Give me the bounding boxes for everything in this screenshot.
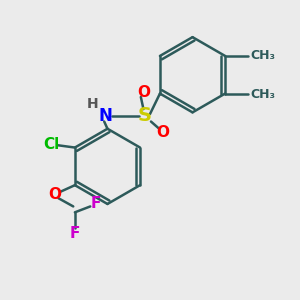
Text: F: F xyxy=(70,226,80,241)
Text: O: O xyxy=(137,85,150,100)
Text: N: N xyxy=(99,106,113,124)
Text: F: F xyxy=(91,196,101,211)
Text: CH₃: CH₃ xyxy=(250,88,275,101)
Text: Cl: Cl xyxy=(43,137,59,152)
Text: S: S xyxy=(138,106,152,125)
Text: O: O xyxy=(157,125,169,140)
Text: H: H xyxy=(86,97,98,111)
Text: CH₃: CH₃ xyxy=(250,49,275,62)
Text: O: O xyxy=(48,187,61,202)
